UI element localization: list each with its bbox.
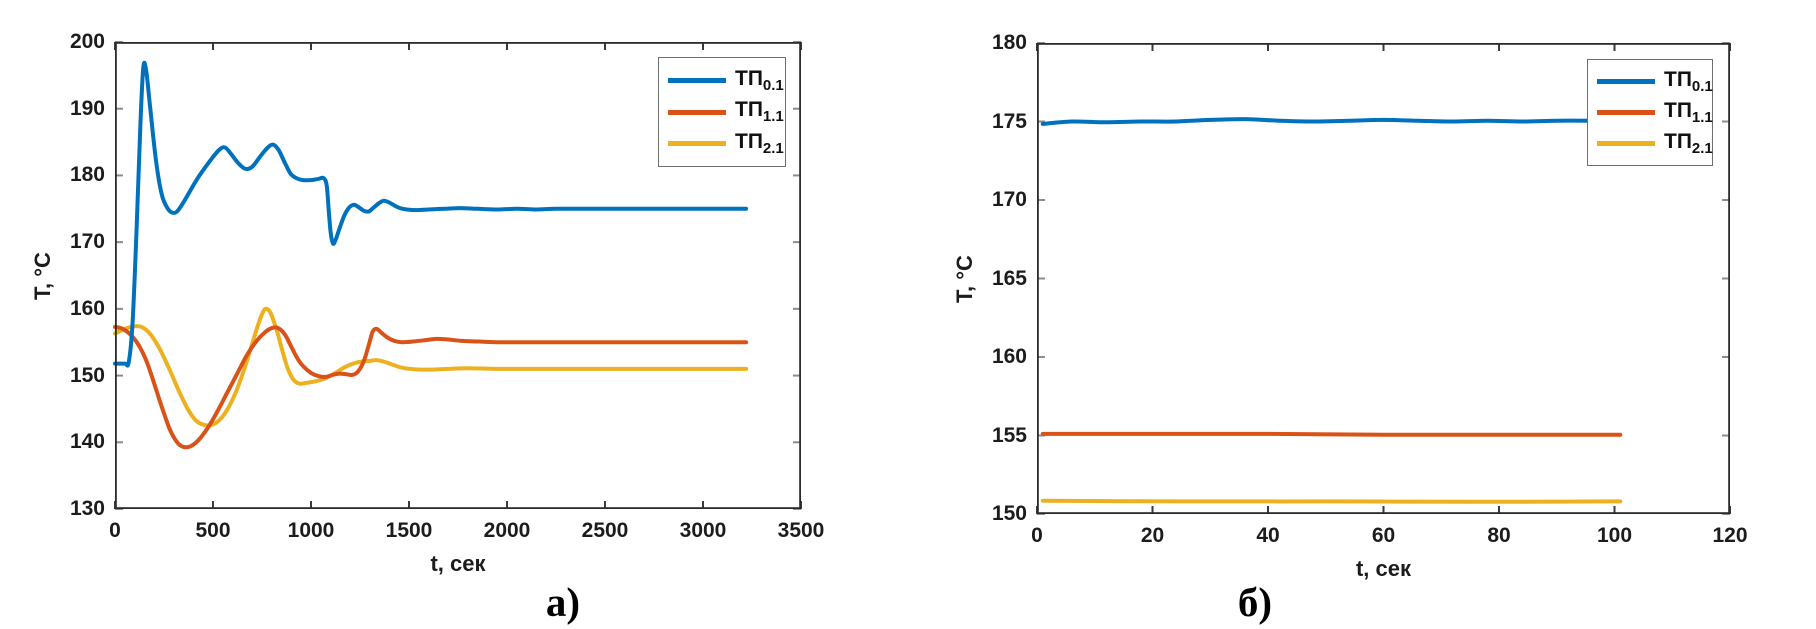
legend-label: ТП2.1 xyxy=(1664,129,1713,158)
legend-label: ТП1.1 xyxy=(735,98,784,126)
y-tick-label: 180 xyxy=(991,31,1027,54)
series-line-tp21 xyxy=(1040,498,1623,504)
y-tick-label: 150 xyxy=(69,363,105,387)
x-tick-label: 120 xyxy=(1712,524,1748,547)
series-line-tp11 xyxy=(113,324,749,450)
x-tick-label: 2000 xyxy=(483,519,531,542)
legend-entry: ТП0.1 xyxy=(659,68,785,93)
y-tick-label: 165 xyxy=(991,266,1027,290)
legend-label: ТП0.1 xyxy=(1664,67,1713,96)
y-tick-label: 200 xyxy=(69,30,105,53)
x-tick-label: 1000 xyxy=(287,519,335,542)
legend-swatch-tp21 xyxy=(668,141,726,147)
legend-swatch-tp11 xyxy=(1597,110,1655,115)
y-tick-label: 175 xyxy=(991,109,1027,133)
series-line-tp21 xyxy=(113,306,749,428)
plot-a-x-axis-label: t, сек xyxy=(430,551,486,576)
y-tick-label: 160 xyxy=(991,345,1027,368)
legend-entry: ТП2.1 xyxy=(1588,129,1713,158)
y-tick-label: 130 xyxy=(69,497,105,520)
y-tick-label: 155 xyxy=(991,423,1027,447)
plot-b-x-axis-label: t, сек xyxy=(1355,556,1412,581)
legend-swatch-tp01 xyxy=(668,77,726,83)
plot-b-canvas xyxy=(1036,42,1731,515)
caption-b: б) xyxy=(1237,579,1273,625)
x-tick-label: 3500 xyxy=(777,519,825,542)
legend-entry: ТП1.1 xyxy=(659,98,785,126)
x-tick-label: 2500 xyxy=(581,519,629,542)
x-tick-label: 500 xyxy=(195,519,231,542)
caption-a: а) xyxy=(545,579,581,625)
x-tick-label: 40 xyxy=(1256,524,1280,547)
x-tick-label: 20 xyxy=(1140,524,1165,547)
legend-entry: ТП2.1 xyxy=(659,131,785,156)
x-tick-label: 1500 xyxy=(385,519,433,542)
x-tick-label: 100 xyxy=(1596,524,1633,547)
x-tick-label: 0 xyxy=(1031,524,1043,547)
plot-a-legend: ТП0.1 ТП1.1 ТП2.1 xyxy=(658,57,786,167)
legend-entry: ТП0.1 xyxy=(1588,67,1713,96)
series-line-tp01 xyxy=(1040,117,1623,126)
legend-label: ТП0.1 xyxy=(735,66,784,94)
plot-b-y-axis-label: T, °C xyxy=(952,254,977,303)
y-tick-label: 140 xyxy=(69,430,105,454)
legend-swatch-tp01 xyxy=(1597,78,1655,84)
y-tick-label: 180 xyxy=(69,163,105,187)
legend-entry: ТП1.1 xyxy=(1588,98,1713,127)
series-line-tp01 xyxy=(113,60,749,368)
plot-b-legend: ТП0.1 ТП1.1 ТП2.1 xyxy=(1587,59,1713,166)
y-tick-label: 190 xyxy=(69,96,105,120)
y-tick-label: 170 xyxy=(69,230,105,254)
legend-label: ТП2.1 xyxy=(735,130,784,158)
legend-swatch-tp21 xyxy=(1597,141,1655,147)
x-tick-label: 3000 xyxy=(679,519,727,542)
x-tick-label: 0 xyxy=(109,519,121,542)
plot-a-canvas xyxy=(113,41,802,510)
axes-box xyxy=(1036,42,1731,515)
y-tick-label: 170 xyxy=(991,188,1027,211)
x-tick-label: 60 xyxy=(1371,524,1396,547)
series-line-tp11 xyxy=(1040,431,1623,437)
legend-swatch-tp11 xyxy=(668,109,726,115)
y-tick-label: 160 xyxy=(69,296,105,320)
x-tick-label: 80 xyxy=(1487,524,1511,547)
axes-box xyxy=(114,41,802,510)
legend-label: ТП1.1 xyxy=(1664,98,1713,127)
y-tick-label: 150 xyxy=(991,502,1027,525)
